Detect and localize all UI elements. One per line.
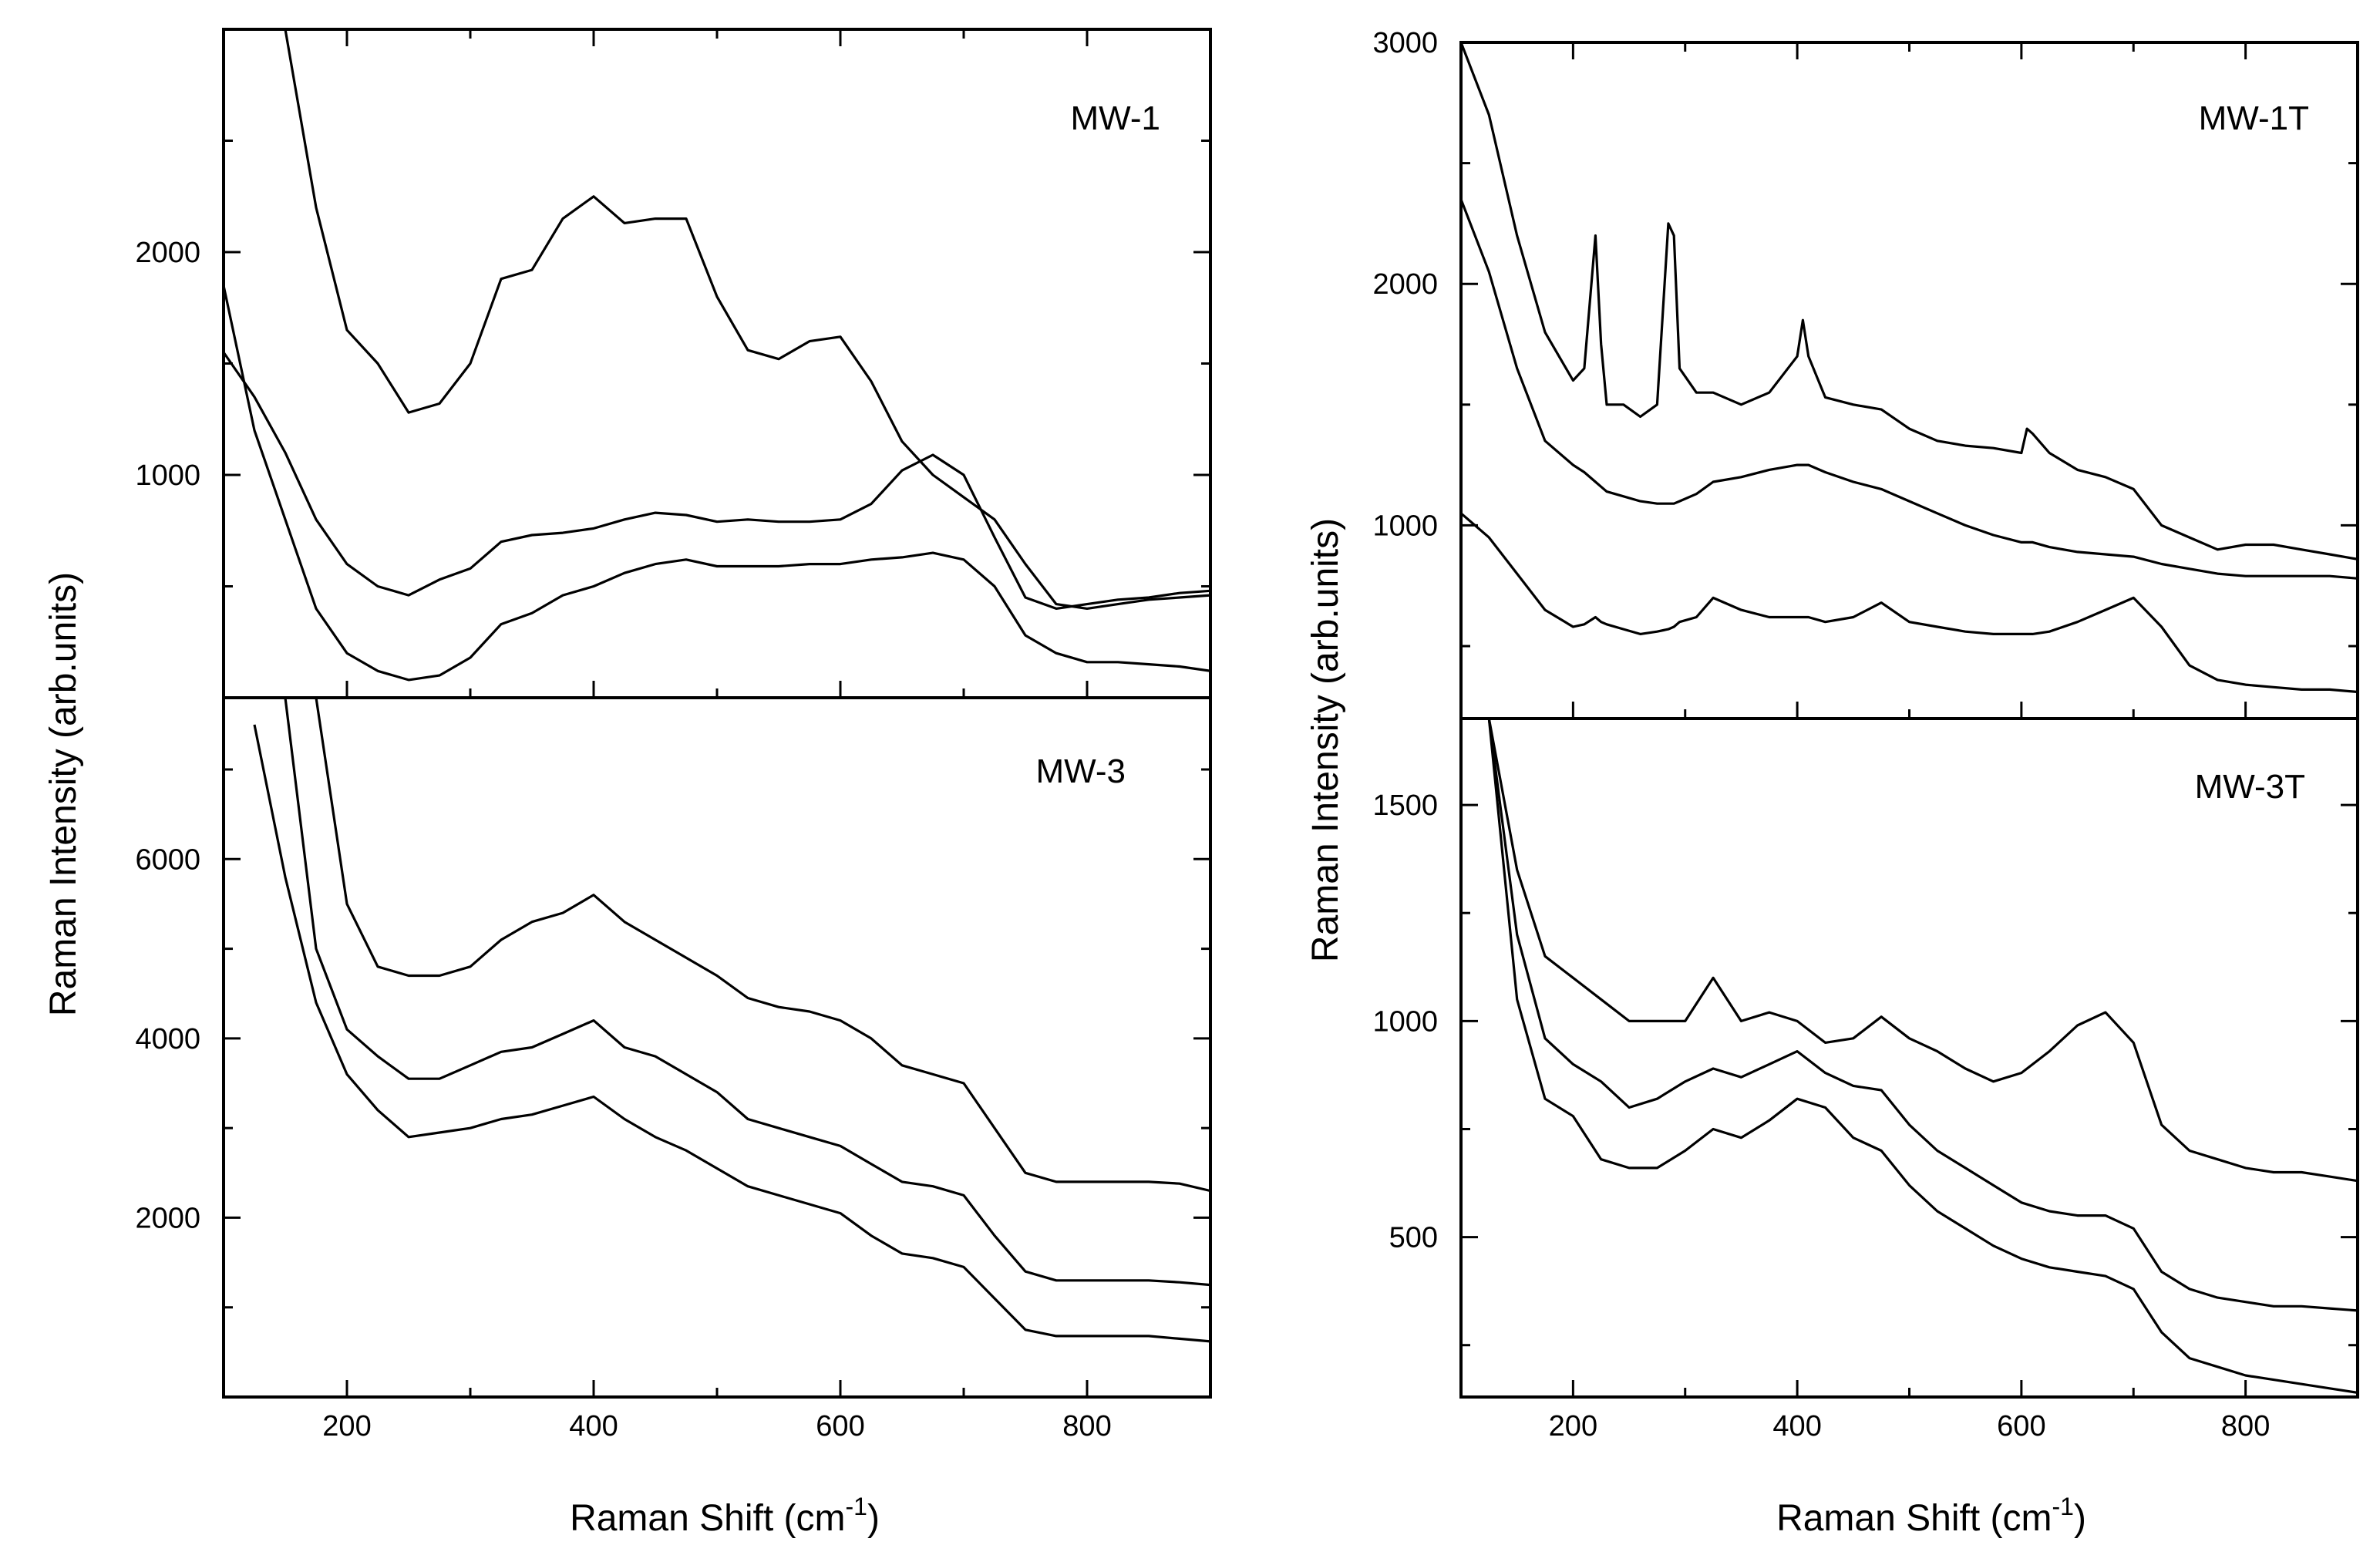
y-tick-label-mw3t: 500 — [1389, 1222, 1438, 1254]
plot-frame-mw3 — [222, 696, 1212, 1399]
right-y-axis-title: Raman Intensity (arb.units) — [1305, 518, 1346, 962]
right-x-axis-title-superscript: -1 — [2052, 1493, 2073, 1520]
left-y-axis-title: Raman Intensity (arb.units) — [43, 572, 84, 1016]
series-line-mw3t-3 — [1487, 719, 2358, 1394]
panel-label-mw1t: MW-1T — [2199, 99, 2309, 137]
y-tick-label-mw3t: 1000 — [1372, 1005, 1438, 1038]
series-line-mw1-3 — [224, 285, 1210, 682]
x-tick-label-mw3: 800 — [1062, 1410, 1111, 1442]
panel-label-mw3: MW-3 — [1035, 752, 1126, 790]
y-tick-label-mw3: 2000 — [135, 1202, 200, 1234]
x-tick-label-mw3t: 600 — [1997, 1410, 2045, 1442]
left-x-axis-title: Raman Shift (cm-1) — [570, 1493, 880, 1539]
y-tick-label-mw3t: 1500 — [1372, 789, 1438, 822]
right-x-axis-title-main: Raman Shift (cm — [1776, 1498, 2052, 1539]
panel-mw-1t: 1000 2000 3000 MW-1T — [1372, 27, 2359, 720]
y-tick-label-mw1: 1000 — [135, 460, 200, 492]
series-line-mw1t-1 — [1461, 42, 2358, 561]
series-line-mw3-1 — [315, 698, 1210, 1193]
x-tick-label-mw3t: 800 — [2221, 1410, 2270, 1442]
series-line-mw1t-3 — [1461, 512, 2358, 694]
series-line-mw3-3 — [253, 724, 1210, 1343]
right-x-axis-title: Raman Shift (cm-1) — [1776, 1493, 2086, 1539]
panel-label-mw3t: MW-3T — [2195, 768, 2305, 806]
y-tick-label-mw1t: 1000 — [1372, 510, 1438, 542]
left-x-axis-title-main: Raman Shift (cm — [570, 1498, 845, 1539]
x-tick-label-mw3t: 400 — [1772, 1410, 1821, 1442]
series-line-mw3t-2 — [1487, 719, 2358, 1312]
plot-frame-mw3t — [1459, 717, 2359, 1399]
right-x-axis-title-end: ) — [2074, 1498, 2086, 1539]
plot-frame-mw1 — [222, 28, 1212, 699]
panel-mw-1: 1000 2000 MW-1 — [135, 28, 1212, 699]
y-tick-label-mw1: 2000 — [135, 237, 200, 269]
series-line-mw3t-1 — [1487, 719, 2358, 1183]
left-x-axis-title-end: ) — [867, 1498, 880, 1539]
series-line-mw1-2 — [224, 352, 1210, 610]
y-tick-label-mw1t: 3000 — [1372, 27, 1438, 59]
series-line-mw1t-2 — [1461, 199, 2358, 580]
y-tick-label-mw3: 4000 — [135, 1023, 200, 1055]
x-tick-label-mw3: 400 — [569, 1410, 618, 1442]
y-tick-label-mw3: 6000 — [135, 843, 200, 876]
x-tick-label-mw3: 200 — [322, 1410, 371, 1442]
panel-mw-3t: 200 400 600 800 500 1000 1500 MW-3T — [1372, 717, 2359, 1442]
series-line-mw3-2 — [284, 698, 1210, 1287]
panel-label-mw1: MW-1 — [1070, 99, 1160, 137]
series-line-mw1-1 — [284, 29, 1210, 610]
left-x-axis-title-superscript: -1 — [845, 1493, 867, 1520]
panel-mw-3: 200 400 600 800 2000 4000 6000 MW-3 — [135, 696, 1212, 1442]
x-tick-label-mw3t: 200 — [1549, 1410, 1597, 1442]
y-tick-label-mw1t: 2000 — [1372, 268, 1438, 301]
x-tick-label-mw3: 600 — [816, 1410, 864, 1442]
